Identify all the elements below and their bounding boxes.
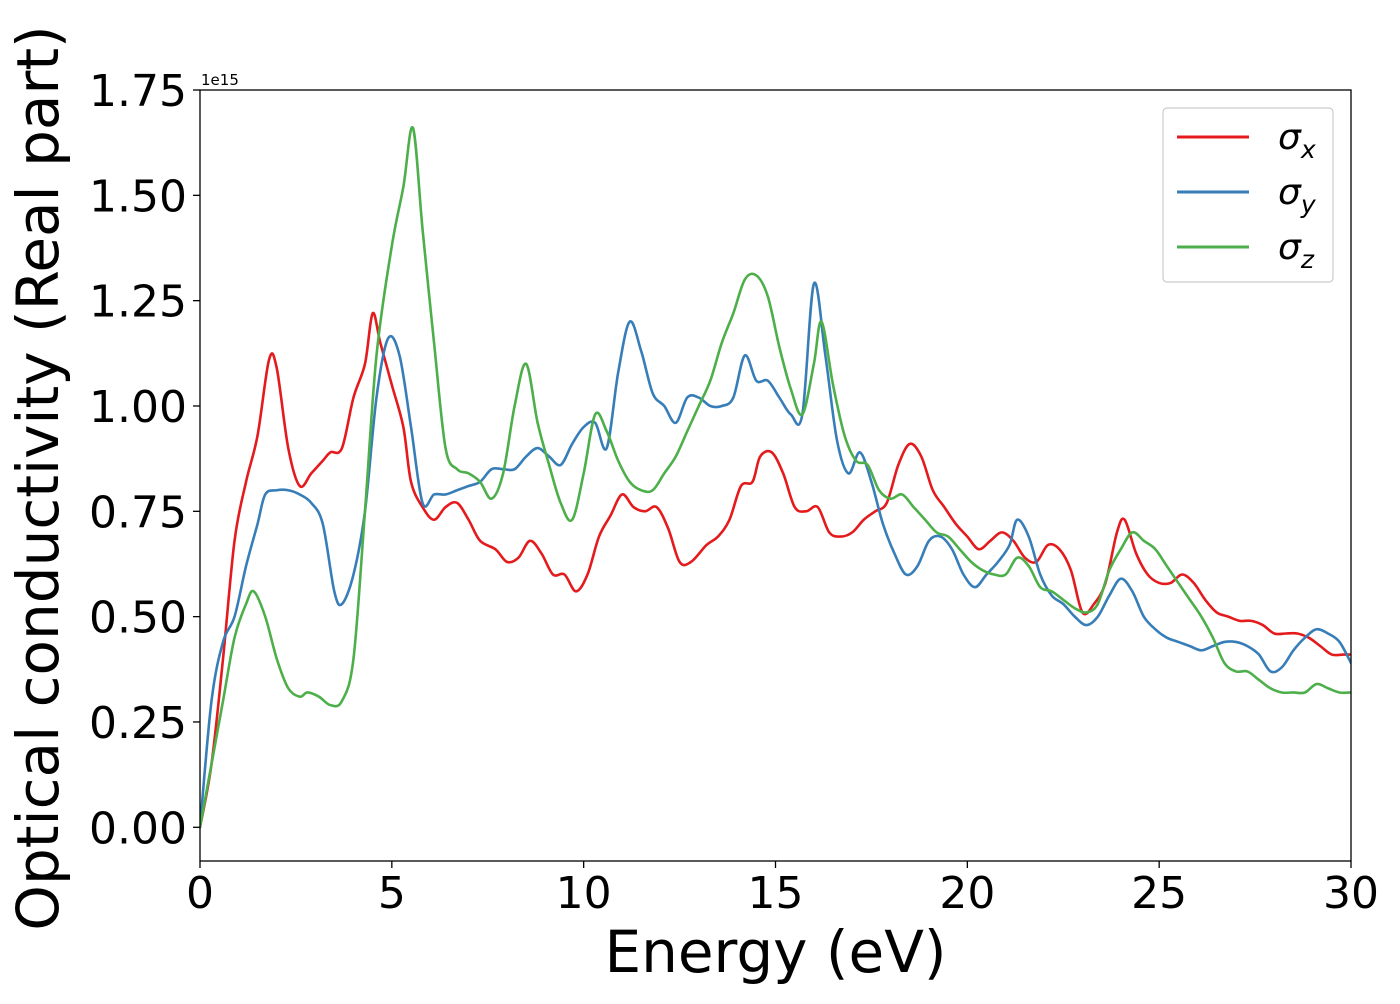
x-tick-label: 5 <box>378 868 406 919</box>
y-axis-label: Optical conductivity (Real part) <box>4 25 72 930</box>
y-tick-label: 0.00 <box>89 803 187 854</box>
y-tick-label: 0.25 <box>89 698 187 749</box>
x-tick-label: 20 <box>939 868 995 919</box>
x-tick-label: 25 <box>1131 868 1187 919</box>
x-axis-label: Energy (eV) <box>604 918 946 986</box>
x-tick-label: 30 <box>1323 868 1379 919</box>
y-tick-label: 0.75 <box>89 487 187 538</box>
y-tick-label: 1.50 <box>89 171 187 222</box>
series-line-z <box>200 126 1351 829</box>
series-layer <box>200 126 1351 829</box>
ticks-layer: 0 5 10 15 20 25 30 0.00 0.25 0.50 0.75 1.00 1.25 1.50… <box>89 66 1379 919</box>
legend: σx σy σz <box>1162 107 1334 283</box>
y-tick-label: 1.25 <box>89 277 187 328</box>
y-tick-label: 1.00 <box>89 382 187 433</box>
series-line-x <box>200 311 1351 829</box>
legend-label-y: σy <box>1278 172 1317 219</box>
series-line-y <box>200 281 1351 829</box>
legend-label-x: σx <box>1278 117 1316 164</box>
x-tick-label: 0 <box>186 868 214 919</box>
legend-items: σx σy σz <box>1177 117 1317 274</box>
legend-box <box>1162 107 1334 283</box>
legend-label-z: σz <box>1278 227 1315 274</box>
x-tick-label: 15 <box>748 868 804 919</box>
y-tick-label: 1.75 <box>89 66 187 117</box>
y-tick-label: 0.50 <box>89 593 187 644</box>
x-tick-label: 10 <box>556 868 612 919</box>
y-offset-text: 1e15 <box>201 71 239 89</box>
